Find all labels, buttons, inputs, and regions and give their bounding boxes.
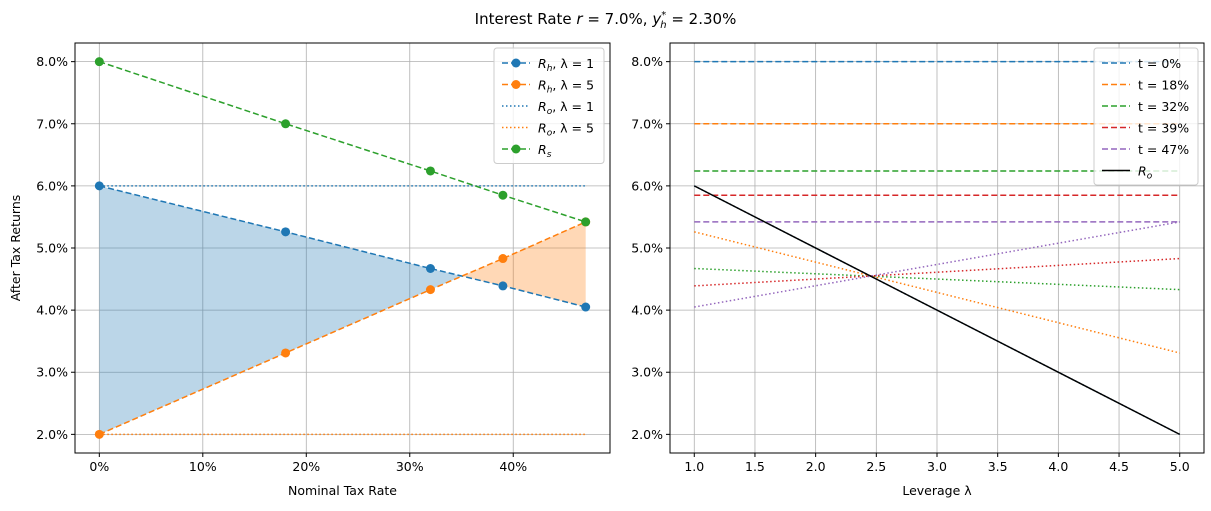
data-point [498, 281, 508, 291]
y-tick-label: 8.0% [631, 54, 663, 69]
data-point [581, 217, 591, 227]
title-r-value: = 7.0%, [582, 10, 653, 28]
y-tick-label: 5.0% [631, 241, 663, 256]
legend-label: t = 39% [1138, 121, 1189, 136]
x-axis-label: Nominal Tax Rate [288, 483, 397, 498]
x-axis-label: Leverage λ [902, 483, 972, 498]
x-tick-label: 20% [292, 459, 320, 474]
legend: Rh, λ = 1 Rh, λ = 5 Ro, λ = 1 Ro, λ = 5 Rs [493, 47, 605, 164]
series-line-10 [693, 185, 1181, 436]
data-point [498, 254, 508, 264]
y-tick-label: 6.0% [36, 178, 68, 193]
figure-title: Interest Rate r = 7.0%, y*h = 2.30% [0, 10, 1211, 31]
y-tick-label: 4.0% [36, 303, 68, 318]
y-tick-label: 7.0% [631, 116, 663, 131]
title-text: Interest Rate [474, 10, 577, 28]
title-y: y [652, 10, 662, 28]
series-line-4 [99, 60, 586, 223]
title-y-sub: h [660, 20, 667, 31]
legend-label: t = 0% [1138, 56, 1181, 71]
x-tick-label: 0% [89, 459, 109, 474]
series-line-8 [694, 257, 1180, 287]
x-tick-label: 4.0 [1048, 459, 1068, 474]
legend-marker [511, 80, 521, 89]
data-point [281, 119, 291, 129]
legend: t = 0% t = 18% t = 32% t = 39% t = 47% Ro [1093, 47, 1199, 186]
legend-label: Ro, λ = 1 [538, 99, 594, 117]
data-point [425, 264, 435, 273]
data-point [581, 302, 591, 312]
data-point [281, 227, 291, 237]
y-tick-label: 2.0% [631, 427, 663, 442]
series-line-6 [694, 231, 1180, 354]
fill-region [99, 185, 463, 435]
y-tick-label: 2.0% [36, 427, 68, 442]
x-tick-label: 1.5 [745, 459, 765, 474]
fill-region [462, 221, 586, 308]
y-tick-label: 8.0% [36, 54, 68, 69]
x-tick-label: 2.0 [806, 459, 826, 474]
x-tick-label: 10% [189, 459, 217, 474]
legend-label: Ro [1138, 164, 1153, 182]
legend-marker [511, 58, 521, 68]
x-tick-label: 5.0 [1170, 459, 1190, 474]
x-tick-label: 2.5 [866, 459, 886, 474]
legend-label: t = 32% [1138, 99, 1189, 114]
y-tick-label: 6.0% [631, 178, 663, 193]
legend-label: t = 18% [1138, 78, 1189, 93]
series-line-0 [99, 185, 586, 308]
y-tick-label: 7.0% [36, 116, 68, 131]
x-tick-label: 30% [396, 459, 424, 474]
data-point [94, 57, 104, 67]
series-line-7 [694, 267, 1180, 291]
chart-2: 1.0 1.5 2.0 2.5 3.0 3.5 4.0 4.5 5.0 2.0% 3.0% 4.0% 5… [631, 42, 1205, 498]
legend-box [1093, 47, 1199, 186]
legend-label: Rh, λ = 5 [538, 78, 594, 96]
legend-box [493, 47, 605, 164]
axes-frame [669, 42, 1205, 454]
y-tick-label: 3.0% [36, 365, 68, 380]
legend-label: Rs [538, 142, 552, 160]
title-r: r [576, 10, 583, 28]
legend-label: Ro, λ = 5 [538, 121, 594, 139]
chart-1: 0% 10% 20% 30% 40% 2.0% 3.0% 4.0% 5.0% 6.0% 7.0% 8.… [8, 42, 611, 498]
axes-frame [74, 42, 611, 454]
y-tick-label: 3.0% [631, 365, 663, 380]
title-y-sup: * [661, 10, 667, 21]
x-tick-label: 1.0 [684, 459, 704, 474]
title-y-value: = 2.30% [666, 10, 737, 28]
y-axis-label: After Tax Returns [8, 195, 23, 302]
y-tick-label: 4.0% [631, 303, 663, 318]
x-tick-label: 4.5 [1109, 459, 1129, 474]
legend-label: Rh, λ = 1 [538, 56, 594, 74]
data-point [281, 348, 291, 358]
legend-label: t = 47% [1138, 142, 1189, 157]
x-tick-label: 3.0 [927, 459, 947, 474]
x-tick-label: 40% [499, 459, 527, 474]
data-point [425, 166, 435, 176]
y-tick-label: 5.0% [36, 241, 68, 256]
x-tick-label: 3.5 [988, 459, 1008, 474]
legend-marker [511, 144, 521, 154]
data-point [425, 285, 435, 295]
data-point [498, 190, 508, 200]
